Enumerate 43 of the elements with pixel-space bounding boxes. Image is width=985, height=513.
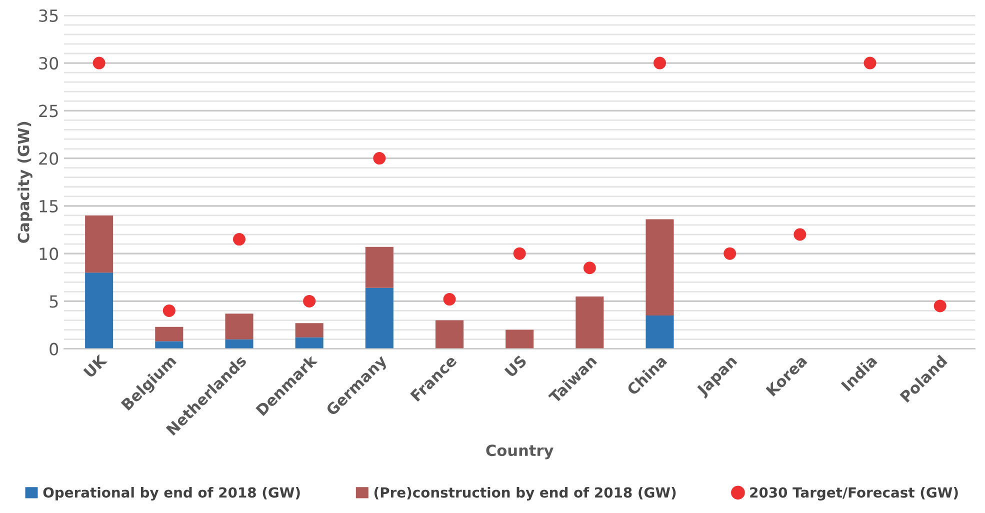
- bar: [295, 323, 324, 338]
- point: [583, 262, 596, 274]
- y-tick-label: 20: [39, 152, 58, 165]
- y-tick-label: 35: [39, 9, 58, 22]
- bar: [506, 330, 534, 349]
- bar: [85, 215, 114, 273]
- legend-label: Operational by end of 2018 (GW): [43, 486, 300, 500]
- bar: [155, 326, 184, 342]
- point: [864, 56, 876, 70]
- y-tick-label: 15: [40, 200, 58, 212]
- bar: [435, 320, 464, 349]
- bar: [225, 339, 254, 349]
- point: [724, 247, 736, 260]
- bar: [225, 314, 254, 340]
- point: [934, 300, 946, 312]
- bar: [576, 296, 604, 349]
- bar: [155, 341, 184, 349]
- y-tick-label: 10: [40, 248, 58, 260]
- bar: [85, 272, 114, 349]
- point: [303, 294, 316, 308]
- bar: [365, 246, 394, 288]
- bar: [646, 315, 674, 349]
- x-tick-label: UK: [83, 354, 108, 378]
- legend-label: 2030 Target/Forecast (GW): [750, 486, 958, 500]
- x-tick-label: US: [504, 354, 528, 378]
- y-tick-label: 5: [50, 295, 58, 308]
- point: [794, 228, 806, 241]
- bar: [646, 219, 674, 316]
- point: [654, 56, 666, 70]
- point: [373, 152, 386, 165]
- legend-label: (Pre)construction by end of 2018 (GW): [374, 486, 676, 500]
- point: [232, 233, 246, 246]
- y-axis-title: Capacity (GW): [17, 122, 32, 243]
- point: [513, 247, 526, 260]
- point: [443, 293, 456, 306]
- bar: [295, 337, 324, 349]
- point: [162, 304, 176, 317]
- y-tick-label: 30: [39, 56, 58, 70]
- y-tick-label: 25: [39, 104, 58, 118]
- y-tick-label: 0: [50, 342, 58, 356]
- bar: [365, 288, 394, 349]
- x-axis-title: Country: [486, 444, 554, 460]
- point: [92, 56, 106, 70]
